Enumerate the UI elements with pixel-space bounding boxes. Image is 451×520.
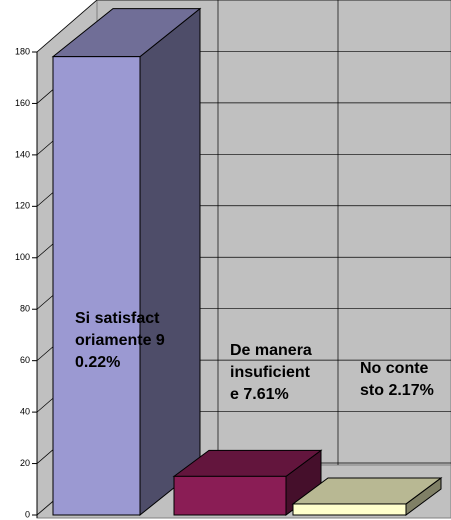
- y-tick-label: 100: [15, 252, 30, 262]
- category-label: No contesto: [360, 360, 429, 399]
- y-tick-label: 40: [20, 406, 30, 416]
- y-tick-label: 0: [25, 509, 30, 519]
- bar-label-box: No contesto 2.17%: [360, 358, 434, 402]
- bar: [52, 56, 141, 516]
- bar: [173, 475, 287, 516]
- bar: [292, 503, 407, 516]
- bar-label: De manera insuficiente 7.61%: [230, 340, 317, 406]
- y-tick-label: 160: [15, 98, 30, 108]
- y-tick-label: 120: [15, 201, 30, 211]
- percent-label: 2.17%: [388, 382, 434, 399]
- bar-label: No contesto 2.17%: [360, 358, 434, 402]
- y-tick-label: 60: [20, 355, 30, 365]
- percent-label: 90.22%: [75, 332, 165, 371]
- percent-label: 7.61%: [243, 386, 289, 403]
- bar-label: Si satisfactoriamente 90.22%: [75, 308, 167, 374]
- y-tick-label: 20: [20, 458, 30, 468]
- y-tick-label: 180: [15, 46, 30, 56]
- category-label: De manera insuficiente: [230, 342, 312, 403]
- y-tick-label: 140: [15, 149, 30, 159]
- bar-label-box: Si satisfactoriamente 90.22%: [75, 308, 167, 374]
- bar-label-box: De manera insuficiente 7.61%: [230, 340, 317, 406]
- grid-line: [36, 0, 98, 53]
- category-label: Si satisfactoriamente: [75, 310, 160, 349]
- y-tick-label: 80: [20, 304, 30, 314]
